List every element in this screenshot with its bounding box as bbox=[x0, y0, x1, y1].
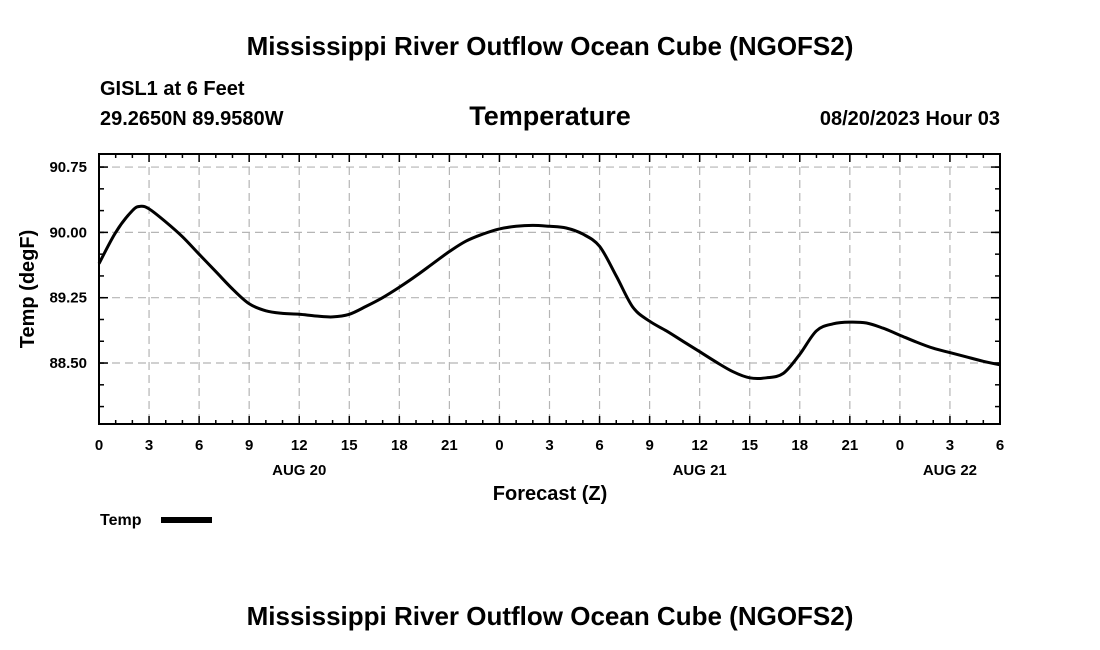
figure-title: Mississippi River Outflow Ocean Cube (NG… bbox=[247, 31, 854, 61]
x-tick-label: 21 bbox=[841, 437, 858, 454]
x-tick-label: 12 bbox=[291, 437, 308, 454]
x-axis-title: Forecast (Z) bbox=[493, 483, 607, 505]
x-tick-label: 18 bbox=[391, 437, 408, 454]
figure-footer-title: Mississippi River Outflow Ocean Cube (NG… bbox=[247, 601, 854, 631]
day-label: AUG 20 bbox=[272, 462, 326, 479]
x-tick-label: 0 bbox=[95, 437, 103, 454]
y-tick-label: 89.25 bbox=[49, 290, 87, 307]
x-tick-label: 3 bbox=[545, 437, 553, 454]
x-tick-label: 15 bbox=[341, 437, 358, 454]
x-tick-label: 15 bbox=[741, 437, 758, 454]
x-tick-label: 6 bbox=[195, 437, 203, 454]
tick-labels: 0 3 6 9 12 15 18 21 0 3 6 9 12 15 18 21 0 3 6 AUG 20 AUG 21 A… bbox=[49, 159, 1004, 479]
x-tick-label: 3 bbox=[946, 437, 954, 454]
x-tick-label: 12 bbox=[691, 437, 708, 454]
x-tick-label: 6 bbox=[996, 437, 1004, 454]
series-line-temp bbox=[97, 204, 1001, 381]
y-tick-label: 90.00 bbox=[49, 224, 87, 241]
chart-title: Temperature bbox=[469, 101, 631, 131]
x-tick-label: 0 bbox=[896, 437, 904, 454]
y-tick-label: 90.75 bbox=[49, 159, 87, 176]
x-tick-label: 18 bbox=[791, 437, 808, 454]
y-tick-label: 88.50 bbox=[49, 355, 87, 372]
x-tick-label: 3 bbox=[145, 437, 153, 454]
x-tick-label: 0 bbox=[495, 437, 503, 454]
legend-label-temp: Temp bbox=[100, 512, 142, 529]
forecast-date: 08/20/2023 Hour 03 bbox=[820, 108, 1000, 130]
x-tick-label: 6 bbox=[595, 437, 603, 454]
legend: Temp bbox=[100, 512, 212, 529]
station-coordinates: 29.2650N 89.9580W bbox=[100, 108, 284, 130]
station-label: GISL1 at 6 Feet bbox=[100, 78, 245, 100]
day-label: AUG 21 bbox=[673, 462, 727, 479]
day-label: AUG 22 bbox=[923, 462, 977, 479]
plot-frame bbox=[98, 153, 1001, 425]
x-tick-label: 9 bbox=[645, 437, 653, 454]
series-layer bbox=[97, 204, 1001, 381]
x-tick-label: 21 bbox=[441, 437, 458, 454]
y-axis-title: Temp (degF) bbox=[17, 230, 39, 349]
x-tick-label: 9 bbox=[245, 437, 253, 454]
